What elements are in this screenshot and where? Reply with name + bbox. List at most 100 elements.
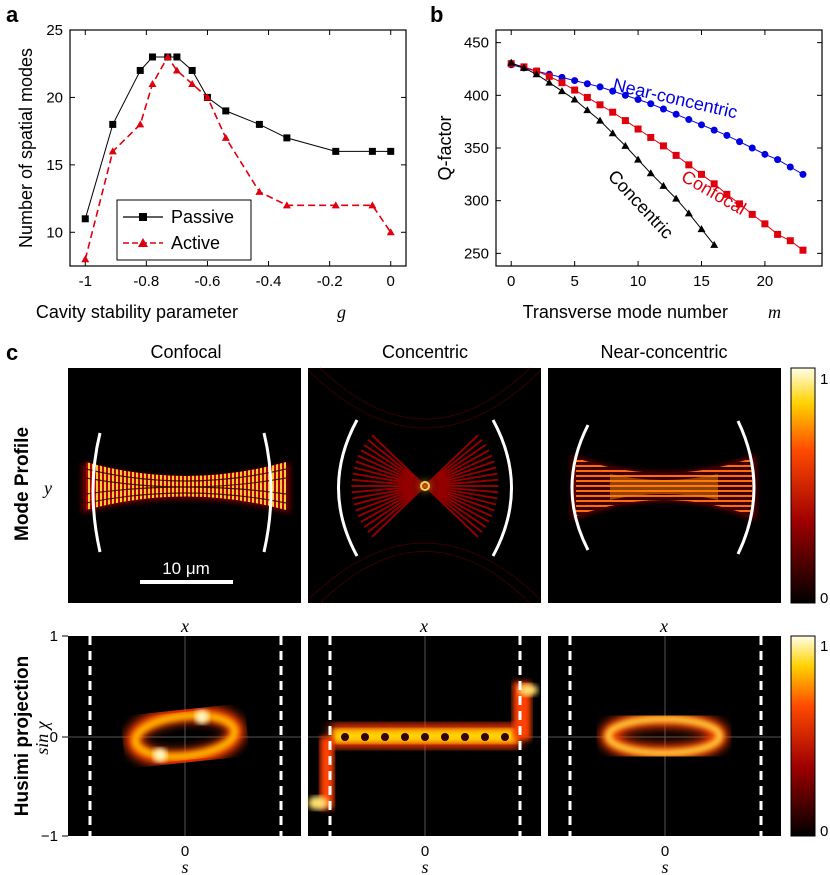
husimi-x-label-3: s xyxy=(661,857,668,875)
chart-b-point-near-concentric xyxy=(583,80,591,88)
chart-b-ytick-label: 450 xyxy=(464,35,489,52)
chart-b-point-concentric xyxy=(634,155,643,163)
panel-label-a: a xyxy=(6,2,19,27)
chart-b-point-confocal xyxy=(558,79,566,87)
chart-b-point-concentric xyxy=(557,87,566,95)
mode-x-label-1: x xyxy=(180,616,189,636)
chart-b-point-near-concentric xyxy=(571,77,579,85)
panel-label-b: b xyxy=(430,2,443,27)
mirror-left xyxy=(570,424,590,551)
chart-a-point-active xyxy=(331,201,340,209)
chart-a-series-active-line xyxy=(84,55,392,260)
husimi-bead xyxy=(501,733,509,741)
chart-b-point-concentric xyxy=(684,209,693,217)
panel-c: Confocal Concentric Near-concentric Mode… xyxy=(12,342,828,875)
chart-a-ytick-label: 20 xyxy=(46,89,63,106)
chart-a-ytick-label: 15 xyxy=(46,157,63,174)
chart-a-point-active xyxy=(172,66,181,74)
chart-b-point-confocal xyxy=(647,133,655,141)
chart-b-point-near-concentric xyxy=(621,91,629,99)
husimi-bead xyxy=(341,733,349,741)
colorbar-bottom-min: 0 xyxy=(820,823,828,840)
annotation-concentric: Concentric xyxy=(604,166,677,243)
column-title-near-concentric: Near-concentric xyxy=(600,342,727,362)
chart-b-point-concentric xyxy=(710,240,719,248)
mode-x-label-2: x xyxy=(419,616,428,636)
chart-b-point-near-concentric xyxy=(774,156,782,164)
panel-label-c: c xyxy=(6,340,18,365)
chart-b-point-near-concentric xyxy=(672,110,680,118)
chart-b-point-confocal xyxy=(723,190,731,198)
chart-b-ytick-label: 300 xyxy=(464,193,489,210)
husimi-beads xyxy=(341,733,509,741)
chart-b-point-confocal xyxy=(761,220,769,228)
chart-a-point-passive xyxy=(332,147,340,155)
chart-a-xlabel-text: Cavity stability parameter xyxy=(36,302,238,322)
chart-a-point-active xyxy=(255,187,264,195)
chart-a-point-passive xyxy=(387,147,395,155)
chart-b-point-confocal xyxy=(659,142,667,150)
chart-b-xtick-label: 10 xyxy=(630,273,647,290)
chart-a-series-passive-line xyxy=(84,56,391,219)
chart-a-point-passive xyxy=(81,215,89,223)
chart-b-point-near-concentric xyxy=(723,131,731,139)
chart-a-xtick-label: 0 xyxy=(387,273,395,290)
column-title-concentric: Concentric xyxy=(382,342,468,362)
chart-a-point-active xyxy=(203,93,212,101)
chart-b-point-concentric xyxy=(596,116,605,124)
chart-a-point-active xyxy=(386,228,395,236)
chart-b-point-concentric xyxy=(659,181,668,189)
husimi-concentric xyxy=(308,636,541,836)
chart-b-point-concentric xyxy=(608,129,617,137)
chart-b-point-concentric xyxy=(519,63,528,71)
legend-passive-label: Passive xyxy=(171,207,234,227)
chart-b-point-concentric xyxy=(583,106,592,114)
chart-b-xtick-label: 5 xyxy=(570,273,578,290)
husimi-x-label-1: s xyxy=(181,857,188,875)
chart-b-point-confocal xyxy=(609,108,617,116)
chart-a-point-passive xyxy=(109,120,117,128)
chart-a-xtick-label: -0.8 xyxy=(133,273,159,290)
husimi-xtick-3: 0 xyxy=(661,843,669,860)
chart-b-point-near-concentric xyxy=(799,170,807,178)
husimi-x-label-2: s xyxy=(421,857,428,875)
legend-passive-marker xyxy=(139,213,147,221)
chart-b-point-confocal xyxy=(697,170,705,178)
chart-b-point-confocal xyxy=(748,210,756,218)
colorbar-bottom: 1 0 xyxy=(790,635,828,840)
chart-a-point-passive xyxy=(222,107,230,115)
colorbar-top: 1 0 xyxy=(790,367,828,607)
chart-b-point-confocal xyxy=(786,237,794,245)
chart-a-point-active xyxy=(368,201,377,209)
chart-a-point-active xyxy=(221,133,230,141)
husimi-bead xyxy=(361,733,369,741)
chart-a-series xyxy=(81,52,395,263)
chart-a-frame xyxy=(69,29,407,267)
chart-a-xtick-label: -0.2 xyxy=(317,273,343,290)
chart-a-xtick-label: -1 xyxy=(79,273,92,290)
chart-a-point-passive xyxy=(368,147,376,155)
chart-b-point-near-concentric xyxy=(609,87,617,95)
chart-b-point-confocal xyxy=(736,200,744,208)
row-label-husimi: Husimi projection xyxy=(12,656,33,816)
colorbar-bottom-max: 1 xyxy=(820,638,828,655)
chart-b-xtick-label: 15 xyxy=(693,273,710,290)
row-label-mode-profile: Mode Profile xyxy=(12,427,33,541)
chart-b-xtick-label: 20 xyxy=(757,273,774,290)
husimi-confocal xyxy=(68,636,301,836)
chart-a-point-passive xyxy=(136,66,144,74)
mirror-left xyxy=(337,419,359,557)
chart-b-point-confocal xyxy=(621,117,629,125)
chart-b-point-confocal xyxy=(583,93,591,101)
chart-a-point-passive xyxy=(148,53,156,61)
chart-b-series xyxy=(507,58,807,254)
mode-profile-near-concentric xyxy=(548,368,781,603)
chart-b-point-near-concentric xyxy=(697,121,705,129)
chart-b-point-concentric xyxy=(545,78,554,86)
chart-b-point-concentric xyxy=(672,194,681,202)
chart-b-point-confocal xyxy=(571,86,579,94)
chart-b-point-confocal xyxy=(672,151,680,159)
chart-b-point-near-concentric xyxy=(659,105,667,113)
husimi-xtick-2: 0 xyxy=(421,843,429,860)
